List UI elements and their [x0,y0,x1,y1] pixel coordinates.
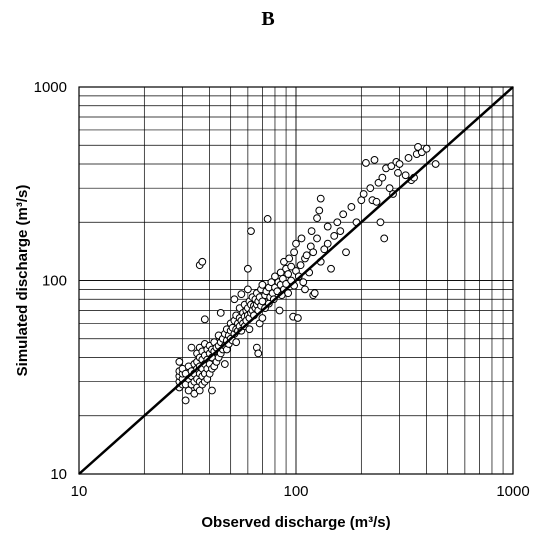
data-point [200,315,209,324]
y-tick-label: 10 [50,466,67,483]
data-point [299,278,308,287]
data-point [404,154,413,162]
data-point [181,396,190,405]
data-point [336,227,345,236]
data-point [327,264,335,273]
data-point [339,210,348,219]
data-point [287,262,296,271]
data-point [232,338,241,347]
data-point [263,215,272,223]
data-point [296,261,305,270]
x-tick-label: 100 [283,483,308,500]
data-point [310,289,319,298]
data-point [333,218,342,227]
data-point [395,160,404,168]
data-point [237,290,246,299]
data-point [422,144,431,153]
data-point [230,295,239,304]
data-point [323,239,332,248]
data-point [401,171,410,180]
data-point [374,178,383,187]
data-point [431,160,440,168]
data-points [175,143,440,405]
data-point [258,314,267,322]
x-tick-label: 10 [71,483,88,500]
data-point [220,360,229,368]
data-point [187,343,196,352]
data-point [301,285,309,294]
data-point [320,245,329,254]
data-point [208,386,216,395]
data-point [243,264,252,273]
data-point [323,222,332,231]
y-tick-label: 1000 [34,79,67,96]
data-point [313,214,321,223]
data-point [247,227,255,236]
data-point [330,232,339,240]
data-point [347,203,356,211]
y-axis-title: Simulated discharge (m³/s) [14,185,31,377]
data-point [284,270,293,278]
data-point [275,306,284,315]
data-point [313,234,321,243]
one-to-one-line [78,86,514,475]
data-point [198,257,207,266]
data-point [254,349,263,358]
data-point [372,197,381,206]
data-point [385,184,394,193]
data-point [315,206,324,215]
x-tick-label: 1000 [496,483,529,500]
data-point [245,325,254,334]
data-point [380,234,389,243]
data-point [216,309,225,317]
data-point [271,272,279,281]
data-point [366,184,375,193]
panel-label: B [261,8,275,30]
data-point [297,234,306,243]
data-point [309,248,318,257]
data-point [258,280,267,289]
x-axis-title: Observed discharge (m³/s) [201,514,390,531]
data-point [387,162,396,171]
data-point [293,314,302,322]
y-tick-label: 100 [42,273,67,290]
data-point [378,173,387,182]
plot-frame [78,86,514,475]
data-point [302,251,311,260]
data-point [376,218,385,227]
data-point [307,227,316,236]
data-point [342,248,350,257]
data-point [414,143,422,151]
data-point [359,190,368,198]
data-point [285,254,294,263]
data-point [316,194,325,203]
data-point [292,239,300,248]
data-point [394,168,402,177]
data-point [370,156,379,164]
data-point [284,289,293,298]
data-point [175,357,184,366]
data-point [243,285,252,294]
tick-labels: 10 100 1000 10 100 1000 [34,79,530,500]
data-point [290,248,298,257]
data-point [362,159,370,167]
